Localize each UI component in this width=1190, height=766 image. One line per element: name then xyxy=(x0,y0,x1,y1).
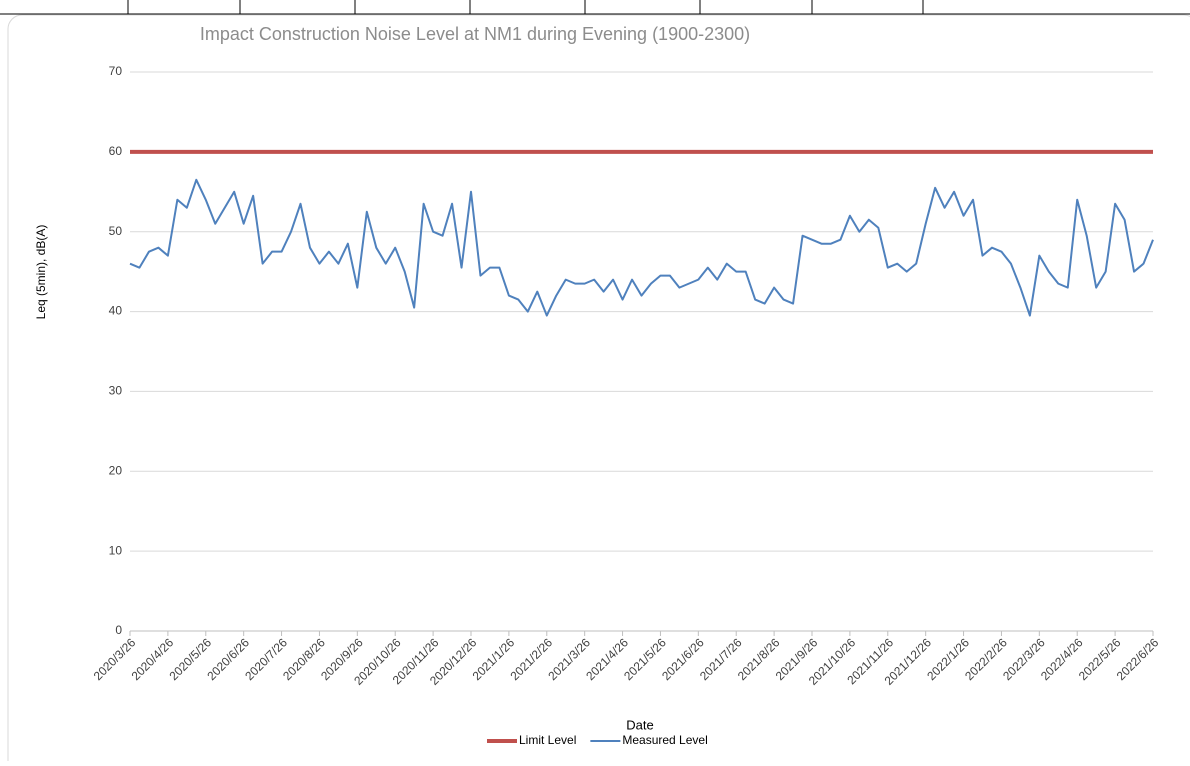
chart-title: Impact Construction Noise Level at NM1 d… xyxy=(200,24,750,44)
legend-label: Measured Level xyxy=(622,733,707,747)
y-tick-label: 0 xyxy=(115,623,122,637)
y-tick-label: 70 xyxy=(109,64,123,78)
sheet-cells xyxy=(0,0,1190,15)
y-tick-label: 20 xyxy=(109,463,123,477)
y-tick-label: 60 xyxy=(109,144,123,158)
y-tick-label: 30 xyxy=(109,384,123,398)
y-tick-label: 50 xyxy=(109,224,123,238)
legend-label: Limit Level xyxy=(519,733,576,747)
y-tick-label: 10 xyxy=(109,543,123,557)
x-axis-label: Date xyxy=(626,717,653,732)
y-axis-label: Leq (5min), dB(A) xyxy=(34,225,48,320)
y-tick-label: 40 xyxy=(109,304,123,318)
chart-frame xyxy=(7,14,1190,766)
data-line xyxy=(129,178,1154,317)
